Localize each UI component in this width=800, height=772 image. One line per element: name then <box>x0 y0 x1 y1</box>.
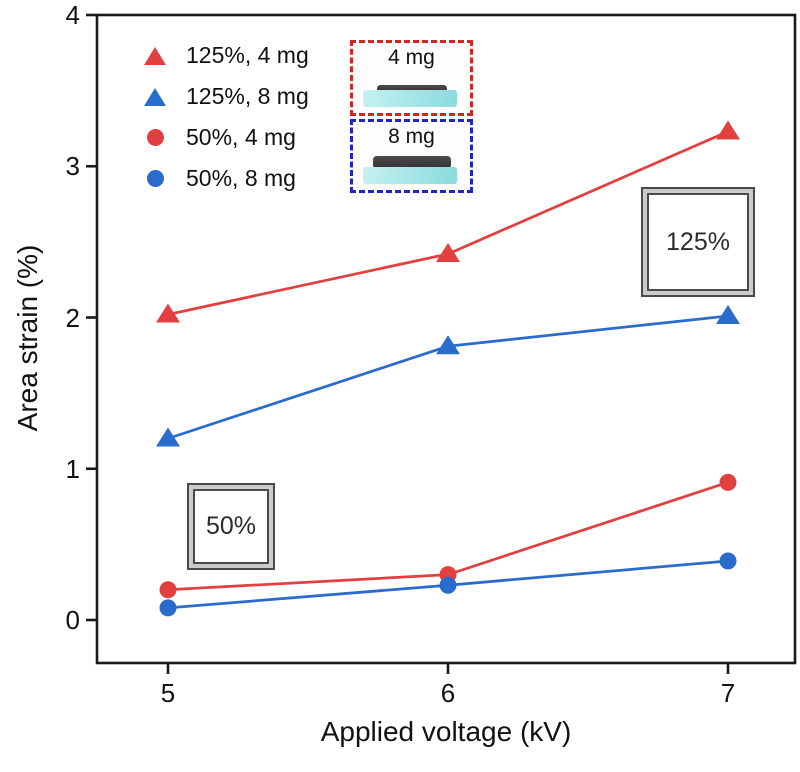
sample-electrode-strip-thick <box>372 156 451 169</box>
annotation-box-125: 125% <box>641 187 755 297</box>
data-point-triangle <box>156 427 180 447</box>
inset-sample-4mg: 4 mg <box>350 40 473 116</box>
legend: 125%, 4 mg 125%, 8 mg 50%, 4 mg 50%, 8 mg <box>132 35 309 199</box>
y-tick-label-4: 4 <box>65 0 80 30</box>
data-point-triangle <box>436 242 460 262</box>
sample-elastomer-disc <box>363 90 457 107</box>
data-point-triangle <box>436 335 460 355</box>
legend-label: 125%, 4 mg <box>186 42 309 68</box>
circle-glyph <box>146 129 164 146</box>
data-point-circle <box>159 581 177 599</box>
triangle-marker-icon <box>132 46 178 65</box>
triangle-glyph <box>144 87 166 106</box>
data-point-circle <box>159 599 177 617</box>
x-tick-label-6: 6 <box>440 678 456 708</box>
annotation-label-50: 50% <box>193 489 269 564</box>
sample-electrode-strip-thin <box>376 85 447 92</box>
y-tick-label-1: 1 <box>65 453 80 484</box>
data-point-triangle <box>156 303 180 323</box>
data-point-triangle <box>716 304 740 324</box>
y-axis-title: Area strain (%) <box>12 244 43 432</box>
data-point-triangle <box>716 120 740 140</box>
legend-label: 50%, 8 mg <box>186 165 296 191</box>
inset-sample-8mg: 8 mg <box>350 119 473 193</box>
circle-marker-icon <box>132 170 178 187</box>
legend-item-3: 50%, 8 mg <box>132 158 309 199</box>
annotation-box-50: 50% <box>187 483 275 570</box>
data-point-circle <box>719 473 737 491</box>
circle-marker-icon <box>132 129 178 146</box>
series-line-1 <box>167 314 729 440</box>
inset-label-8mg: 8 mg <box>388 125 435 148</box>
legend-label: 125%, 8 mg <box>186 83 309 109</box>
x-tick-label-7: 7 <box>720 678 736 708</box>
legend-item-2: 50%, 4 mg <box>132 117 309 158</box>
triangle-glyph <box>144 46 166 65</box>
plot-frame <box>95 13 797 665</box>
data-point-circle <box>439 576 457 594</box>
y-tick-label-2: 2 <box>65 302 80 333</box>
y-tick-label-0: 0 <box>65 605 80 635</box>
data-point-circle <box>719 552 737 570</box>
legend-item-0: 125%, 4 mg <box>132 35 309 76</box>
y-tick-label-3: 3 <box>65 151 80 182</box>
legend-item-1: 125%, 8 mg <box>132 76 309 117</box>
triangle-marker-icon <box>132 87 178 106</box>
annotation-label-125: 125% <box>647 193 749 291</box>
x-tick-label-5: 5 <box>160 678 176 708</box>
sample-elastomer-disc <box>363 167 457 184</box>
inset-label-4mg: 4 mg <box>388 46 435 69</box>
x-axis-title: Applied voltage (kV) <box>320 716 572 747</box>
legend-label: 50%, 4 mg <box>186 124 296 150</box>
circle-glyph <box>146 170 164 187</box>
